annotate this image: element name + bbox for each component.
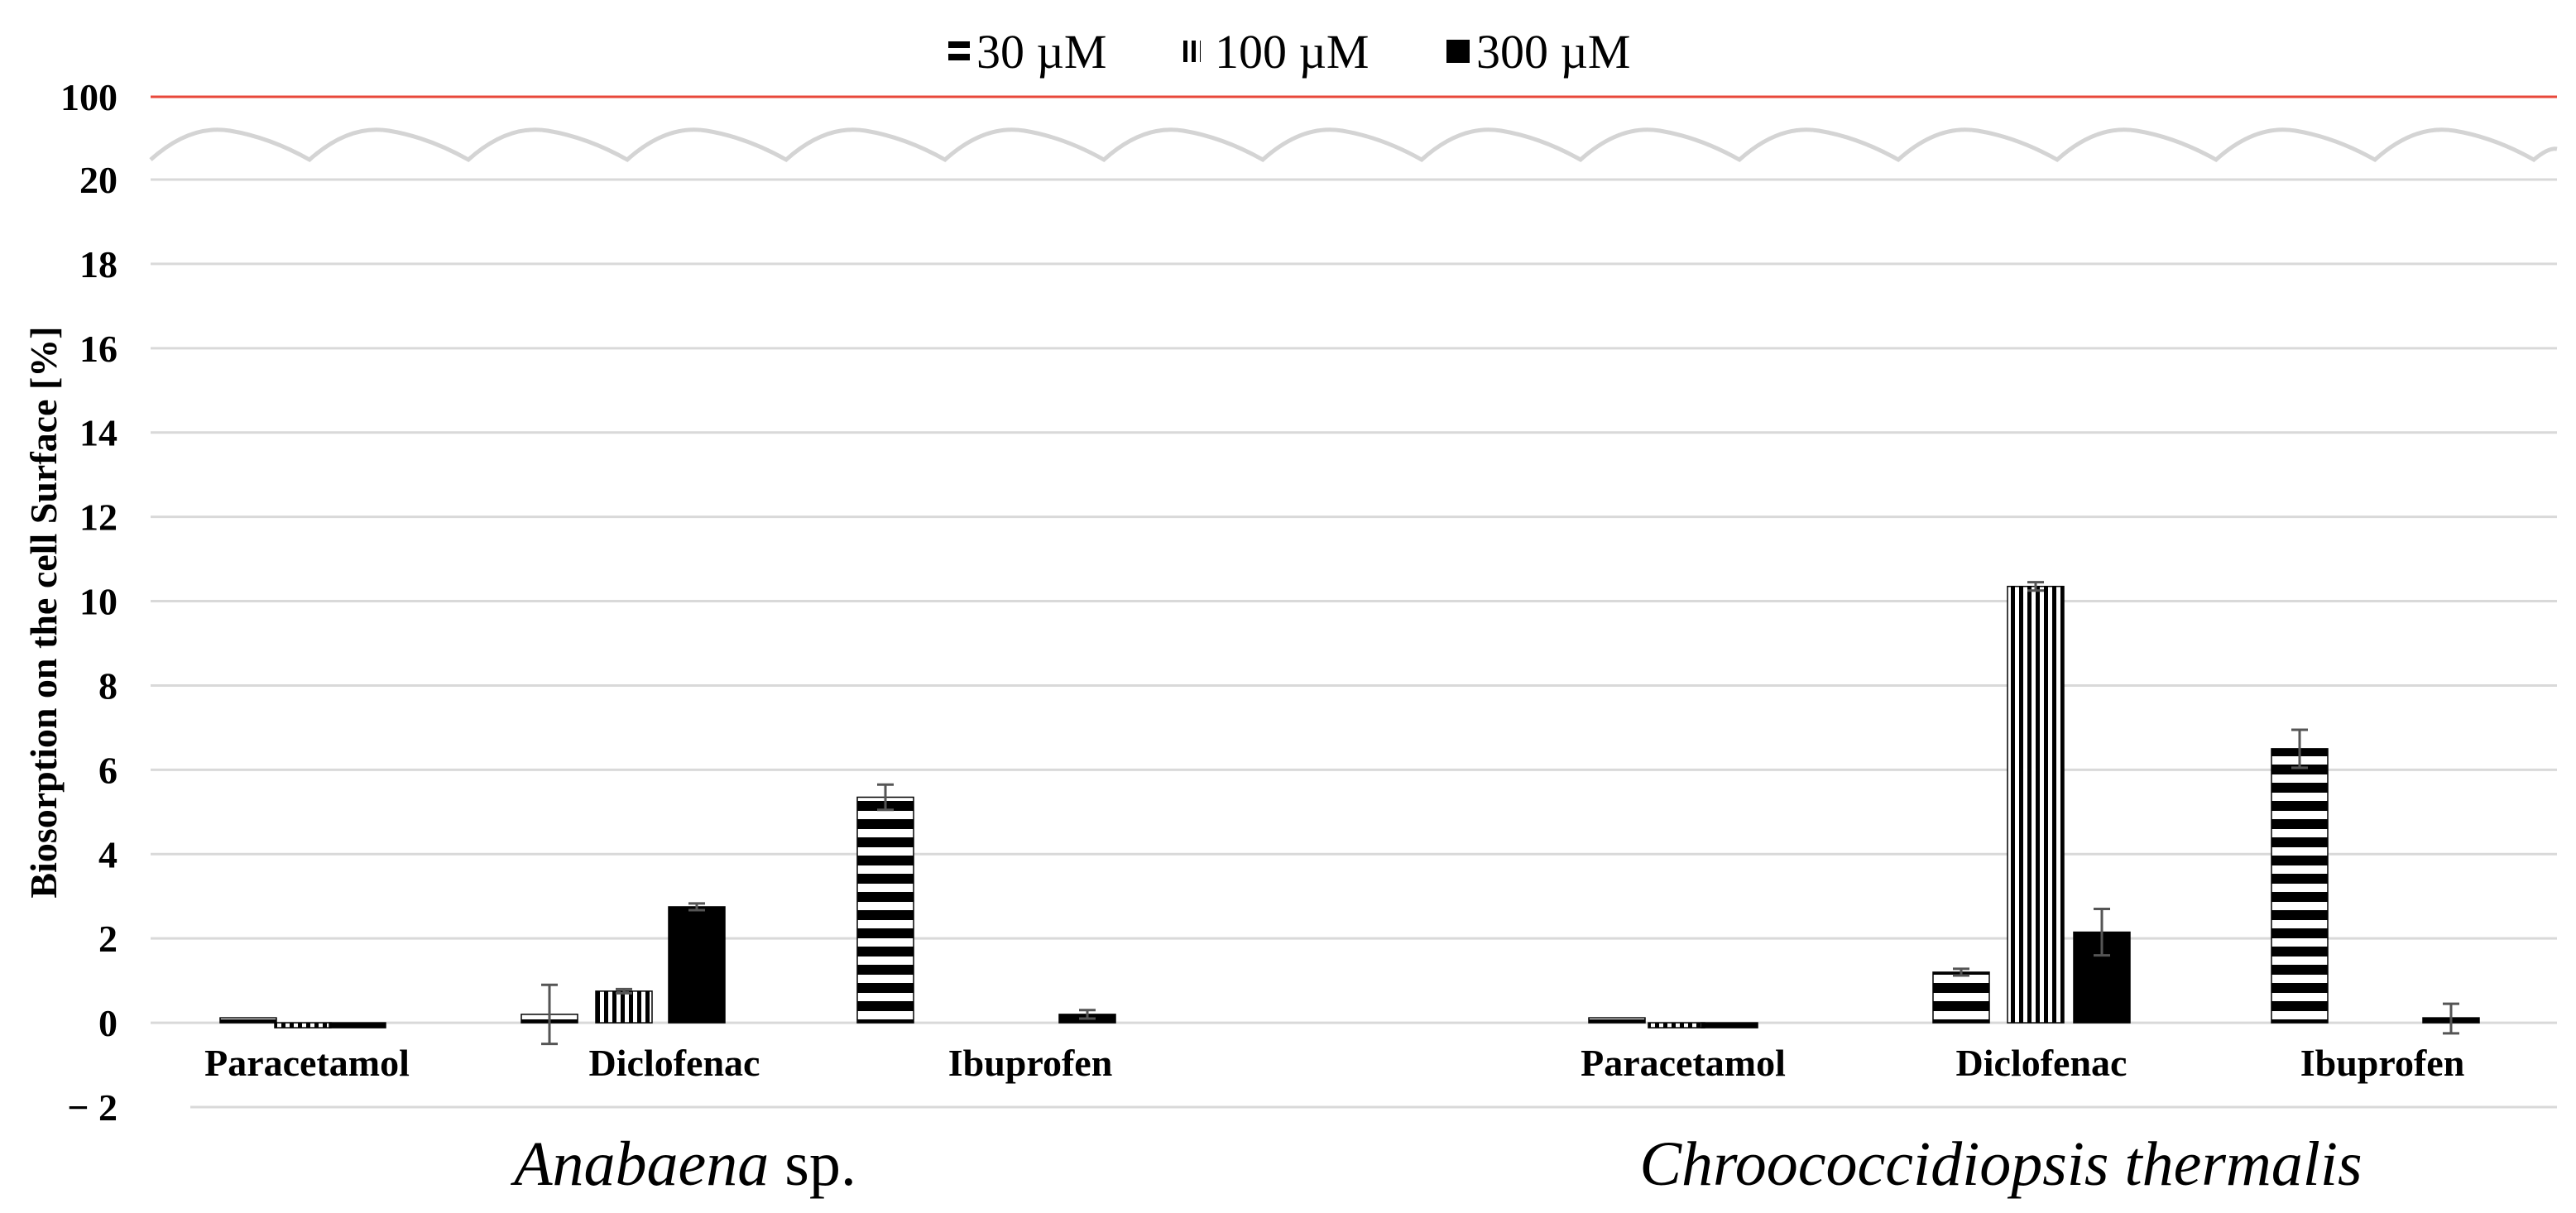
legend-label-30: 30 µM	[976, 25, 1107, 79]
group-label-suffix: sp.	[769, 1129, 856, 1199]
bar-30um-paracetamol-g1	[219, 1017, 277, 1024]
gridlines	[151, 178, 2557, 1109]
legend-item-100: 100 µM	[1179, 25, 1370, 79]
error-bars	[541, 581, 2459, 1046]
group-label-2: Chroococcidiopsis thermalis	[1639, 1129, 2362, 1199]
group-label-italic: Chroococcidiopsis thermalis	[1639, 1129, 2362, 1199]
bar-300um-paracetamol-g1	[329, 1022, 386, 1028]
group-label-italic: Anabaena	[510, 1129, 769, 1199]
bar-100um-diclofenac-g1	[595, 990, 653, 1024]
category-label-ibuprofen: Ibuprofen	[2300, 1042, 2465, 1084]
bar-30um-paracetamol-g2	[1588, 1017, 1646, 1024]
bar-30um-ibuprofen-g1	[856, 796, 914, 1024]
y-tick-label: 20	[79, 159, 118, 201]
y-tick-labels: − 2 0 2 4 6 8 10 12 14 16 18 20	[67, 159, 118, 1129]
y-tick-label: 0	[98, 1002, 118, 1044]
bar-30um-ibuprofen-g2	[2271, 748, 2329, 1024]
break-label: 100	[60, 76, 118, 118]
legend-label-100: 100 µM	[1215, 25, 1370, 79]
bar-100um-paracetamol-g1	[274, 1022, 332, 1028]
category-label-paracetamol: Paracetamol	[204, 1042, 410, 1084]
y-tick-label: 18	[79, 243, 118, 285]
group-labels: Anabaena sp. Chroococcidiopsis thermalis	[510, 1129, 2363, 1199]
bar-30um-diclofenac-g2	[1932, 971, 1990, 1024]
category-label-ibuprofen: Ibuprofen	[948, 1042, 1113, 1084]
y-tick-label: − 2	[67, 1086, 118, 1129]
legend-item-30: 30 µM	[948, 25, 1107, 79]
y-tick-label: 12	[79, 496, 118, 539]
y-tick-label: 2	[98, 918, 118, 960]
bar-300um-paracetamol-g2	[1701, 1022, 1758, 1028]
category-label-paracetamol: Paracetamol	[1581, 1042, 1786, 1084]
y-tick-label: 4	[98, 833, 118, 875]
legend-item-300: 300 µM	[1446, 25, 1631, 79]
group-label-1: Anabaena sp.	[510, 1129, 856, 1199]
legend-label-300: 300 µM	[1476, 25, 1631, 79]
bar-100um-diclofenac-g2	[2007, 585, 2065, 1024]
y-tick-label: 10	[79, 581, 118, 623]
bar-300um-diclofenac-g1	[668, 906, 726, 1024]
y-tick-label: 6	[98, 749, 118, 791]
y-tick-label: 16	[79, 328, 118, 370]
axis-break-wave	[149, 127, 2558, 163]
category-labels: Paracetamol Diclofenac Ibuprofen Paracetamo…	[204, 1042, 2464, 1084]
bar-100um-paracetamol-g2	[1648, 1022, 1705, 1028]
category-label-diclofenac: Diclofenac	[589, 1042, 760, 1084]
y-tick-label: 14	[79, 412, 118, 454]
legend: 30 µM 100 µM 300 µM	[948, 25, 1631, 79]
y-axis-label: Biosorption on the cell Surface [%]	[22, 326, 65, 898]
category-label-diclofenac: Diclofenac	[1956, 1042, 2127, 1084]
bars	[219, 585, 2480, 1028]
y-tick-label: 8	[98, 664, 118, 707]
